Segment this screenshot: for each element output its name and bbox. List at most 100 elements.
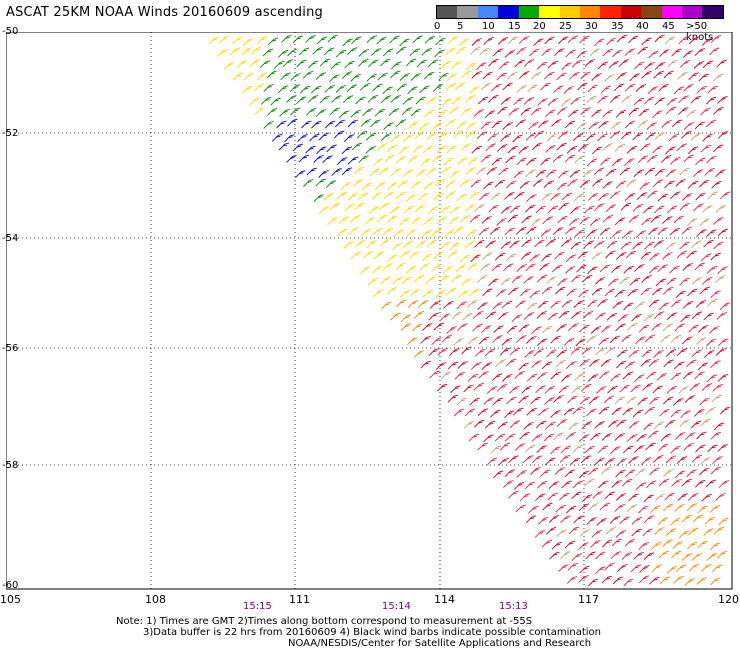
wind-barb — [470, 179, 482, 188]
wind-barb — [478, 336, 490, 345]
wind-barb — [423, 182, 435, 190]
wind-barb — [482, 71, 494, 80]
wind-barb — [243, 72, 254, 81]
wind-barb — [644, 62, 655, 70]
wind-barb — [567, 179, 578, 187]
wind-barb — [663, 396, 674, 405]
legend-swatch-9 — [620, 6, 642, 18]
wind-barb — [650, 505, 661, 514]
wind-barb — [544, 36, 555, 45]
wind-barb — [635, 84, 647, 92]
wind-barb — [457, 361, 468, 369]
wind-barb — [611, 538, 623, 547]
wind-barb — [622, 407, 633, 416]
wind-barb — [526, 373, 538, 382]
wind-barb — [619, 516, 630, 525]
wind-barb — [278, 142, 290, 151]
wind-barb — [553, 432, 564, 441]
wind-barb — [341, 167, 353, 176]
wind-barb — [516, 470, 527, 478]
wind-barb — [557, 278, 568, 287]
wind-barb — [365, 146, 376, 154]
wind-barb — [596, 518, 607, 526]
wind-barb — [590, 539, 601, 548]
wind-barb — [383, 191, 395, 200]
wind-barb — [496, 144, 508, 152]
wind-barb — [595, 312, 606, 321]
wind-barb — [495, 359, 506, 367]
wind-barb — [390, 134, 402, 143]
wind-barb — [541, 325, 553, 334]
wind-barb — [441, 98, 453, 107]
wind-barb — [693, 61, 705, 69]
wind-barb — [602, 48, 613, 57]
wind-barb — [644, 167, 656, 176]
wind-barb — [383, 122, 394, 131]
wind-barb — [645, 132, 657, 141]
wind-barb — [610, 446, 621, 455]
wind-barb — [271, 133, 283, 142]
wind-barb — [303, 179, 314, 187]
wind-barb — [645, 480, 657, 489]
wind-barb — [703, 350, 715, 358]
wind-barb — [696, 85, 708, 94]
wind-barb — [282, 59, 294, 68]
wind-barb — [410, 216, 422, 225]
wind-barb — [674, 323, 685, 332]
wind-barb — [635, 230, 647, 239]
wind-barb — [665, 169, 677, 178]
wind-barb — [378, 202, 390, 211]
wind-barb — [611, 265, 622, 274]
wind-barb — [598, 337, 610, 346]
wind-barb — [698, 73, 709, 82]
wind-barb — [497, 421, 508, 430]
wind-barb — [639, 143, 651, 152]
wind-barb — [676, 348, 688, 357]
wind-barb — [720, 406, 731, 415]
wind-barb — [700, 144, 712, 153]
wind-barb — [634, 374, 645, 383]
wind-barb — [351, 36, 362, 45]
wind-barb — [392, 276, 404, 285]
wind-barb — [636, 192, 648, 201]
wind-barb — [348, 227, 359, 235]
wind-barb — [557, 36, 569, 45]
wind-barb — [448, 106, 460, 115]
wind-barb — [679, 419, 691, 427]
wind-barb — [280, 72, 291, 81]
wind-barb — [598, 480, 609, 489]
wind-barb — [329, 202, 341, 211]
wind-barb — [459, 179, 471, 188]
wind-barb — [598, 120, 609, 129]
wind-barb — [696, 577, 708, 585]
wind-barb — [531, 360, 542, 369]
wind-barb — [401, 276, 413, 285]
wind-barb — [455, 264, 467, 273]
wind-barb — [560, 445, 572, 454]
wind-barb — [402, 134, 414, 142]
wind-barb — [395, 156, 407, 164]
wind-barb — [533, 348, 544, 357]
wind-barb — [677, 71, 688, 80]
wind-barb — [380, 58, 391, 67]
wind-barb — [456, 397, 468, 406]
wind-barb — [335, 49, 347, 58]
wind-barb — [338, 110, 350, 119]
wind-barb — [445, 180, 457, 188]
wind-barb — [242, 85, 253, 94]
wind-barb — [632, 132, 643, 141]
wind-barb — [676, 250, 688, 259]
wind-barb — [579, 35, 590, 44]
wind-barb — [717, 373, 729, 382]
wind-barb — [397, 180, 409, 189]
wind-barb — [646, 122, 657, 131]
wind-barb — [536, 338, 548, 347]
wind-barb — [298, 154, 310, 163]
wind-barb — [649, 576, 660, 585]
wind-barb — [635, 336, 646, 345]
wind-barb — [545, 421, 556, 430]
wind-barb — [524, 204, 536, 213]
wind-barb — [467, 263, 478, 271]
wind-barb — [587, 84, 599, 93]
wind-barb — [299, 85, 311, 94]
